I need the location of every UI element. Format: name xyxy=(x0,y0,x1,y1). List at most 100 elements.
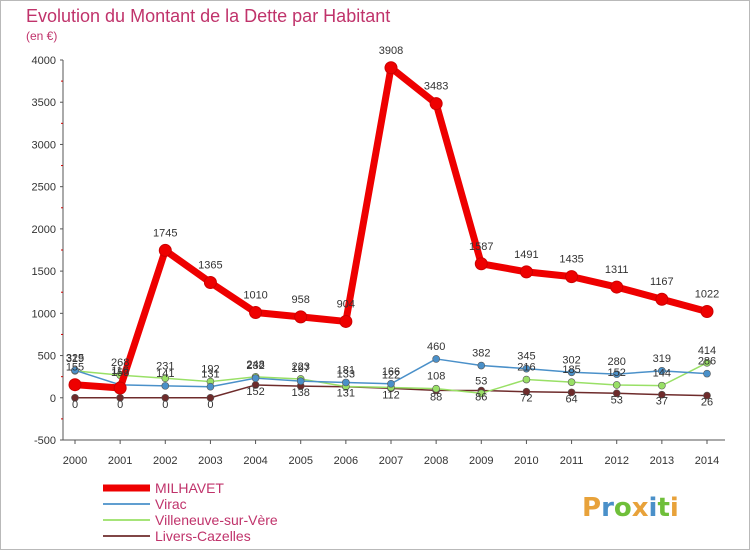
data-point xyxy=(68,378,82,392)
data-label: 325 xyxy=(66,352,84,364)
x-tick-label: 2006 xyxy=(334,455,358,467)
data-label: 108 xyxy=(427,371,445,383)
unit-label: (en €) xyxy=(26,29,57,43)
x-tick-label: 2002 xyxy=(153,455,177,467)
data-point xyxy=(522,375,531,384)
y-tick-label: 1500 xyxy=(32,266,56,278)
data-point xyxy=(432,384,440,393)
x-tick-label: 2001 xyxy=(108,455,132,467)
data-label: 302 xyxy=(562,354,580,366)
legend-label: Villeneuve-sur-Vère xyxy=(155,512,278,528)
data-point xyxy=(203,276,217,290)
data-label: 3908 xyxy=(379,45,403,57)
data-label: 280 xyxy=(608,356,626,368)
data-point xyxy=(251,374,260,382)
x-tick-label: 2003 xyxy=(198,455,222,467)
data-label: 192 xyxy=(201,364,219,376)
x-tick-label: 2012 xyxy=(604,455,628,467)
data-point xyxy=(206,382,215,391)
logo-letter: t xyxy=(657,493,669,523)
data-label: 26 xyxy=(701,397,713,409)
data-label: 153 xyxy=(111,367,129,379)
data-point xyxy=(342,378,350,387)
data-point xyxy=(161,393,170,402)
data-label: 88 xyxy=(430,391,442,403)
data-point xyxy=(567,388,576,397)
data-point xyxy=(158,243,172,257)
x-tick-label: 2008 xyxy=(424,455,448,467)
data-label: 223 xyxy=(292,361,310,373)
data-point xyxy=(206,393,215,402)
data-label: 37 xyxy=(656,396,668,408)
data-label: 152 xyxy=(608,367,626,379)
data-point xyxy=(477,389,486,398)
data-label: 414 xyxy=(698,345,716,357)
data-label: 3483 xyxy=(424,81,448,93)
data-label: 1587 xyxy=(469,241,493,253)
data-label: 166 xyxy=(382,366,400,378)
x-tick-label: 2010 xyxy=(514,455,538,467)
x-tick-label: 2013 xyxy=(650,455,674,467)
data-point xyxy=(71,366,79,375)
data-label: 382 xyxy=(472,348,490,360)
data-label: 116 xyxy=(111,365,129,377)
data-label: 133 xyxy=(337,369,355,381)
data-label: 72 xyxy=(520,393,532,405)
data-label: 197 xyxy=(292,363,310,375)
data-point xyxy=(567,378,576,386)
data-label: 1365 xyxy=(198,260,222,272)
x-tick-label: 2005 xyxy=(288,455,312,467)
legend: MILHAVETViracVilleneuve-sur-VèreLivers-C… xyxy=(103,480,278,544)
proxiti-logo: Proxiti xyxy=(582,493,679,523)
data-point xyxy=(703,369,711,378)
data-label: 231 xyxy=(156,360,174,372)
data-label: 0 xyxy=(72,399,78,411)
data-point xyxy=(565,270,579,284)
y-tick-label: 2000 xyxy=(32,224,56,236)
data-point xyxy=(161,374,170,383)
data-point xyxy=(519,265,533,279)
data-label: 958 xyxy=(292,294,310,306)
data-point xyxy=(477,361,486,370)
data-point xyxy=(612,370,621,378)
data-point xyxy=(567,368,576,377)
data-label: 319 xyxy=(66,353,84,365)
data-label: 268 xyxy=(111,357,129,369)
axes: -500 0 500 1000 1500 2000 2500 3000 3500 4000 2000… xyxy=(32,55,725,467)
logo-letter: o xyxy=(614,493,632,523)
data-label: 1435 xyxy=(559,254,583,266)
data-label: 141 xyxy=(156,368,174,380)
data-label: 460 xyxy=(427,341,445,353)
y-tick-label: 3000 xyxy=(32,139,56,151)
y-tick-label: 1000 xyxy=(32,308,56,320)
data-point xyxy=(432,355,440,363)
data-label: 216 xyxy=(517,362,535,374)
data-label: 64 xyxy=(565,393,577,405)
y-tick-label: 3500 xyxy=(32,97,56,109)
data-point xyxy=(296,377,305,385)
data-label: 155 xyxy=(66,362,84,374)
data-label: 0 xyxy=(117,399,123,411)
data-label: 131 xyxy=(337,388,355,400)
data-point xyxy=(113,381,127,395)
data-point xyxy=(610,280,624,294)
data-point xyxy=(384,61,398,75)
data-label: 86 xyxy=(475,392,487,404)
data-label: 144 xyxy=(653,368,671,380)
data-point xyxy=(658,381,666,390)
data-point xyxy=(161,382,170,390)
data-point xyxy=(339,314,353,328)
x-tick-label: 2004 xyxy=(243,455,267,467)
legend-label: Virac xyxy=(155,496,187,512)
y-tick-label: 2500 xyxy=(32,182,56,194)
x-tick-label: 2000 xyxy=(63,455,87,467)
data-label: 1022 xyxy=(695,288,719,300)
data-label: 1167 xyxy=(650,276,674,288)
data-point xyxy=(655,292,669,306)
series-lines xyxy=(68,61,714,402)
data-point xyxy=(522,364,531,373)
data-label: 319 xyxy=(653,353,671,365)
data-label: 1311 xyxy=(605,264,629,276)
legend-label: MILHAVET xyxy=(155,480,224,496)
